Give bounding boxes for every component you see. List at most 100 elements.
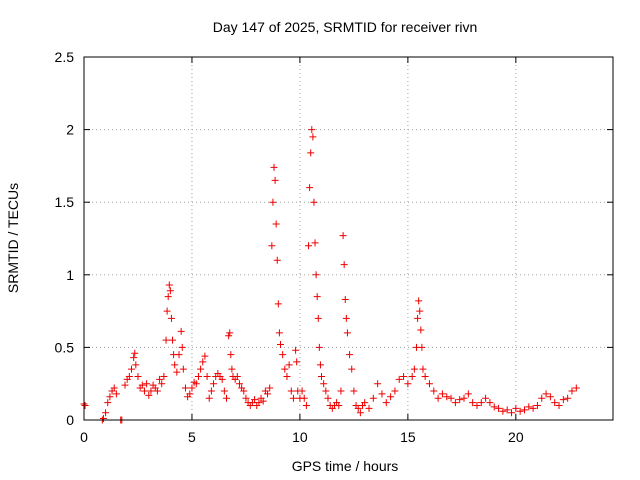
data-point xyxy=(529,404,537,412)
data-point xyxy=(387,393,395,401)
data-point xyxy=(281,365,289,373)
axis-ticks: 0 5 10 15 20 0 0.5 1 1.5 2 2.5 xyxy=(55,49,613,445)
chart-title: Day 147 of 2025, SRMTID for receiver riv… xyxy=(213,19,478,35)
data-point xyxy=(348,365,356,373)
data-point xyxy=(434,394,442,402)
data-point xyxy=(538,394,546,402)
data-point xyxy=(316,361,324,369)
data-point xyxy=(171,361,179,369)
data-point xyxy=(201,352,209,360)
data-point xyxy=(516,407,524,415)
data-point xyxy=(132,361,140,369)
data-point xyxy=(551,399,559,407)
data-point xyxy=(268,242,276,250)
data-point xyxy=(251,396,259,404)
data-point xyxy=(473,401,481,409)
y-axis-label: SRMTID / TECUs xyxy=(5,183,21,293)
data-point xyxy=(391,387,399,395)
data-point xyxy=(289,394,297,402)
data-point xyxy=(112,390,120,398)
data-point xyxy=(199,358,207,366)
data-point xyxy=(242,394,250,402)
data-point xyxy=(482,394,490,402)
data-point xyxy=(311,239,319,247)
data-point xyxy=(354,404,362,412)
data-point xyxy=(546,393,554,401)
data-point xyxy=(106,393,114,401)
data-point xyxy=(285,361,293,369)
data-point xyxy=(225,332,233,340)
data-point xyxy=(365,404,373,412)
y-tick-label: 1 xyxy=(66,267,74,283)
data-point xyxy=(165,281,173,289)
data-point xyxy=(395,375,403,383)
x-tick-label: 10 xyxy=(292,429,308,445)
data-point xyxy=(264,390,272,398)
data-point xyxy=(414,314,422,322)
data-point xyxy=(337,387,345,395)
data-point xyxy=(469,399,477,407)
data-point xyxy=(276,340,284,348)
data-point xyxy=(128,365,136,373)
data-point xyxy=(568,387,576,395)
data-point xyxy=(512,404,520,412)
data-point xyxy=(163,307,171,315)
data-point xyxy=(104,399,112,407)
data-point xyxy=(305,242,313,250)
data-point xyxy=(283,372,291,380)
data-point xyxy=(443,393,451,401)
data-point xyxy=(356,409,364,417)
data-point xyxy=(177,327,185,335)
data-point xyxy=(279,351,287,359)
data-point xyxy=(203,372,211,380)
data-point xyxy=(477,399,485,407)
data-point xyxy=(306,184,314,192)
data-point xyxy=(417,326,425,334)
y-tick-label: 2 xyxy=(66,122,74,138)
data-point xyxy=(274,300,282,308)
data-point xyxy=(410,365,418,373)
data-point xyxy=(166,287,174,295)
data-point xyxy=(156,375,164,383)
x-tick-label: 20 xyxy=(508,429,524,445)
data-point xyxy=(341,295,349,303)
y-tick-label: 0.5 xyxy=(55,339,75,355)
data-point xyxy=(228,365,236,373)
x-axis-label: GPS time / hours xyxy=(292,458,399,474)
data-point xyxy=(210,380,218,388)
x-tick-label: 5 xyxy=(188,429,196,445)
data-point xyxy=(292,346,300,354)
data-point xyxy=(205,394,213,402)
data-point xyxy=(302,401,310,409)
data-point xyxy=(102,409,110,417)
data-point xyxy=(153,387,161,395)
data-point xyxy=(99,415,107,423)
data-point xyxy=(322,387,330,395)
data-point xyxy=(464,390,472,398)
data-point xyxy=(269,198,277,206)
data-point xyxy=(271,176,279,184)
y-tick-label: 0 xyxy=(66,412,74,428)
data-point xyxy=(307,149,315,157)
data-point xyxy=(220,387,228,395)
data-point xyxy=(533,401,541,409)
data-point xyxy=(270,163,278,171)
data-point xyxy=(400,372,408,380)
data-point xyxy=(131,349,139,357)
data-point xyxy=(425,380,433,388)
data-point xyxy=(419,365,427,373)
data-point xyxy=(421,372,429,380)
data-point xyxy=(162,336,170,344)
data-point xyxy=(559,396,567,404)
data-point xyxy=(318,372,326,380)
data-point xyxy=(121,381,129,389)
data-point xyxy=(451,399,459,407)
data-point xyxy=(525,403,533,411)
y-tick-label: 2.5 xyxy=(55,49,75,65)
data-point xyxy=(235,380,243,388)
data-point xyxy=(178,343,186,351)
data-point xyxy=(147,387,155,395)
data-point xyxy=(520,406,528,414)
data-point xyxy=(418,343,426,351)
